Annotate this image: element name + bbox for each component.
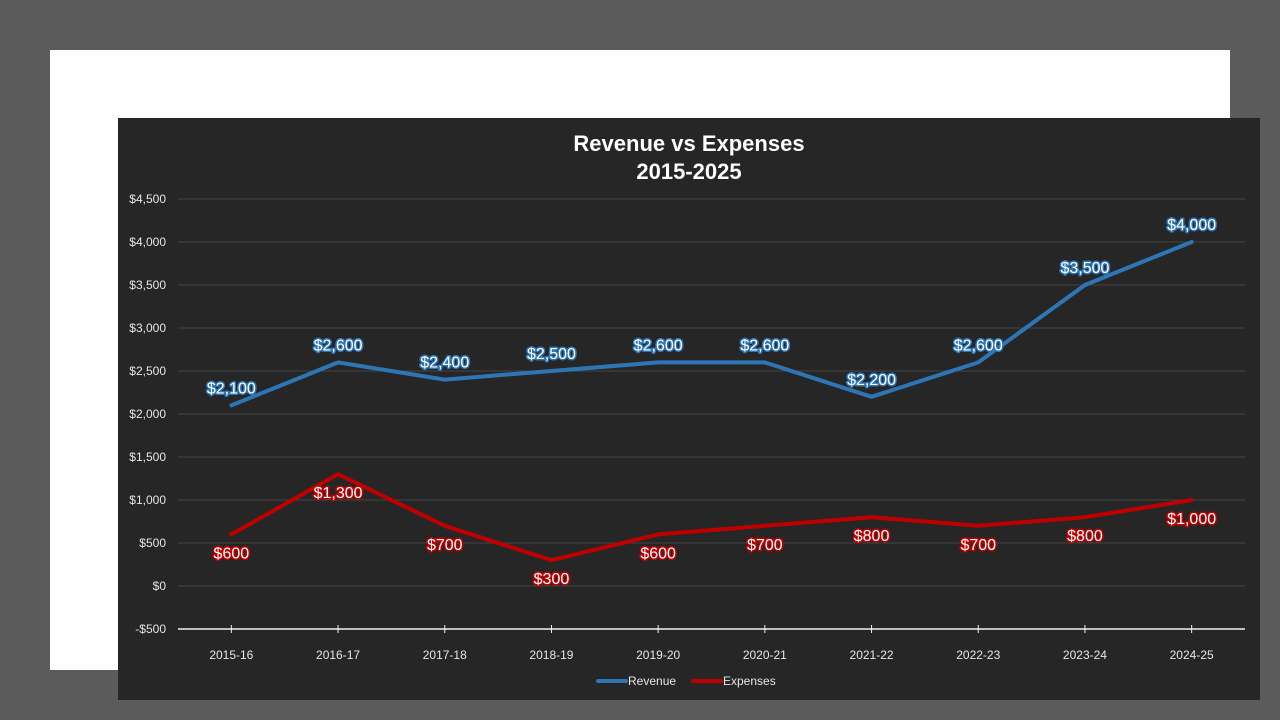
- line-chart: Revenue vs Expenses 2015-2025 -$500 $0 $50…: [129, 131, 1245, 688]
- data-label: $2,600: [954, 337, 1003, 354]
- data-label: $600: [640, 545, 676, 562]
- data-label: $700: [427, 537, 463, 554]
- chart-area: Revenue vs Expenses 2015-2025 -$500 $0 $50…: [118, 118, 1260, 700]
- data-label: $2,600: [314, 337, 363, 354]
- x-tick-label: 2021-22: [850, 648, 894, 662]
- data-label: $2,600: [634, 337, 683, 354]
- x-tick-label: 2024-25: [1170, 648, 1214, 662]
- data-label: $300: [534, 571, 570, 588]
- data-label: $2,100: [207, 380, 256, 397]
- chart-subtitle: 2015-2025: [636, 159, 741, 184]
- legend-label: Revenue: [628, 674, 676, 688]
- data-label: $700: [747, 537, 783, 554]
- x-tick-label: 2022-23: [956, 648, 1000, 662]
- y-tick-label: $1,500: [129, 450, 166, 464]
- x-tick-label: 2017-18: [423, 648, 467, 662]
- data-label: $700: [960, 537, 996, 554]
- y-tick-label: $3,000: [129, 321, 166, 335]
- data-label: $600: [214, 545, 250, 562]
- y-tick-label: $2,500: [129, 364, 166, 378]
- data-label: $3,500: [1060, 260, 1109, 277]
- data-label: $1,000: [1167, 511, 1216, 528]
- y-tick-label: $2,000: [129, 407, 166, 421]
- slide-frame: Revenue vs Expenses 2015-2025 -$500 $0 $50…: [50, 50, 1260, 700]
- y-tick-label: $500: [139, 536, 166, 550]
- data-label: $4,000: [1167, 217, 1216, 234]
- x-tick-label: 2023-24: [1063, 648, 1107, 662]
- chart-title: Revenue vs Expenses: [573, 131, 804, 156]
- y-tick-label: $4,000: [129, 235, 166, 249]
- y-tick-label: $3,500: [129, 278, 166, 292]
- data-label: $1,300: [314, 485, 363, 502]
- x-tick-label: 2020-21: [743, 648, 787, 662]
- x-tick-label: 2018-19: [529, 648, 573, 662]
- data-label: $2,600: [740, 337, 789, 354]
- x-tick-label: 2016-17: [316, 648, 360, 662]
- x-tick-label: 2015-16: [209, 648, 253, 662]
- y-tick-label: $4,500: [129, 192, 166, 206]
- y-tick-label: $0: [153, 579, 167, 593]
- data-label: $2,500: [527, 346, 576, 363]
- legend-label: Expenses: [723, 674, 776, 688]
- data-label: $2,200: [847, 372, 896, 389]
- y-tick-label: -$500: [135, 622, 166, 636]
- series-line-revenue: [229, 240, 1194, 408]
- series-line-expenses: [229, 472, 1194, 563]
- x-tick-label: 2019-20: [636, 648, 680, 662]
- data-label: $800: [854, 528, 890, 545]
- data-label: $800: [1067, 528, 1103, 545]
- y-tick-label: $1,000: [129, 493, 166, 507]
- data-label: $2,400: [420, 355, 469, 372]
